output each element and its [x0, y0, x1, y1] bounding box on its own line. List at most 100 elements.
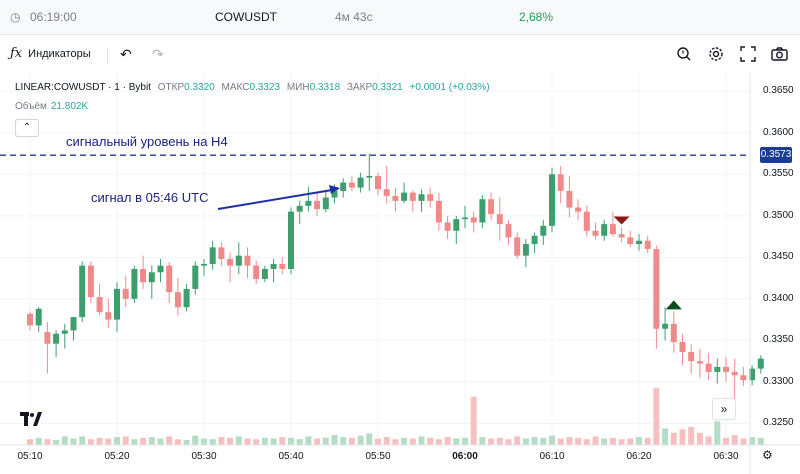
settings-button[interactable] — [708, 46, 724, 62]
candle-body — [731, 371, 738, 376]
volume-bar — [636, 437, 642, 445]
volume-bar — [670, 432, 677, 445]
volume-bar — [522, 438, 529, 445]
candle-body — [670, 323, 677, 343]
volume-bar — [87, 439, 94, 445]
volume-bar — [514, 436, 521, 445]
candle-body — [566, 190, 573, 208]
volume-bar — [44, 439, 51, 445]
undo-icon: ↶ — [120, 46, 132, 62]
toolbar-divider — [107, 48, 108, 64]
candle-body — [201, 263, 207, 266]
candle-body — [375, 175, 381, 190]
volume-bar — [357, 435, 364, 445]
indicators-label: Индикаторы — [28, 47, 91, 60]
candle-body — [383, 189, 390, 196]
candle-body — [105, 312, 112, 320]
quick-search-button[interactable] — [676, 46, 692, 62]
candle-body — [183, 288, 190, 308]
volume-bar — [488, 438, 495, 445]
volume-bar — [592, 436, 599, 445]
candle-body — [87, 265, 94, 298]
volume-bar — [627, 438, 634, 445]
volume-bar — [723, 437, 729, 445]
candle-body — [192, 265, 199, 289]
volume-bar — [166, 436, 173, 445]
scroll-to-realtime-button[interactable]: » — [712, 398, 736, 420]
volume-bars — [27, 388, 764, 445]
volume-bar — [348, 437, 355, 445]
volume-bar — [174, 439, 181, 445]
candle-body — [470, 217, 477, 223]
volume-bar — [192, 435, 199, 445]
candle-body — [53, 333, 60, 344]
volume-bar — [757, 437, 764, 445]
candle-body — [27, 313, 33, 326]
volume-bar — [453, 438, 460, 445]
volume-bar — [288, 437, 294, 445]
volume-bar — [540, 437, 547, 445]
volume-bar — [444, 437, 451, 445]
price-tick-label: 0.3500 — [763, 209, 794, 221]
candle-body — [366, 175, 373, 178]
candle-body — [409, 192, 416, 201]
candle-body — [496, 214, 503, 225]
candle-body — [296, 205, 303, 212]
volume-bar — [662, 428, 669, 445]
price-chart[interactable] — [0, 73, 800, 474]
volume-bar — [79, 436, 86, 445]
signal-level-price-badge: 0.3573 — [760, 147, 792, 164]
fullscreen-button[interactable] — [740, 46, 756, 62]
candle-body — [435, 200, 442, 223]
candle-body — [253, 265, 260, 279]
legend-title: LINEAR:COWUSDT · 1 · Bybit — [15, 82, 151, 93]
signal-arrow-label: сигнал в 05:46 UTC — [91, 190, 209, 205]
candle-body — [696, 361, 703, 364]
candle-body — [453, 219, 460, 231]
candle-body — [218, 247, 225, 259]
indicators-button[interactable]: ƒx Индикаторы — [10, 46, 91, 61]
gear-icon — [709, 47, 723, 61]
candle-body — [540, 225, 547, 236]
axis-settings-button[interactable]: ⚙ — [762, 448, 773, 462]
undo-button[interactable]: ↶ — [120, 46, 132, 63]
price-tick-label: 0.3450 — [763, 251, 794, 263]
screenshot-button[interactable] — [771, 46, 788, 62]
volume-bar — [261, 437, 268, 445]
tradingview-logo[interactable] — [20, 412, 42, 430]
volume-bar — [479, 437, 486, 445]
volume-bar — [114, 437, 120, 445]
candle-body — [235, 255, 242, 266]
candle-body — [749, 368, 756, 381]
legend-close-label: ЗАКР — [346, 82, 373, 93]
chart-legend: LINEAR:COWUSDT · 1 · Bybit ОТКР0.3320 МА… — [15, 82, 490, 93]
volume-bar — [583, 439, 590, 445]
volume-bar — [253, 439, 260, 445]
candle-body — [322, 197, 329, 210]
volume-bar — [314, 438, 321, 445]
volume-bar — [435, 439, 442, 445]
volume-bar — [688, 427, 695, 445]
candle-countdown: 4м 43с — [335, 10, 373, 24]
redo-button[interactable]: ↷ — [152, 46, 164, 63]
volume-bar — [70, 438, 77, 445]
chart-grid — [0, 73, 750, 445]
candle-body — [70, 317, 77, 331]
symbol-name[interactable]: COWUSDT — [215, 10, 277, 24]
volume-bar — [296, 439, 303, 445]
volume-bar — [575, 437, 582, 445]
candle-body — [757, 358, 764, 369]
volume-bar — [183, 439, 190, 445]
collapse-legend-button[interactable]: ⌃ — [15, 119, 39, 137]
candle-body — [61, 330, 68, 334]
candle-body — [244, 255, 251, 266]
candle-body — [279, 263, 286, 269]
candle-body — [601, 224, 608, 236]
candle-body — [609, 224, 616, 235]
signal-level-label: сигнальный уровень на H4 — [66, 134, 228, 149]
volume-bar — [749, 437, 756, 445]
volume-bar — [549, 435, 555, 445]
volume-bar — [531, 437, 538, 445]
candle-body — [418, 194, 425, 201]
time-tick-label: 06:30 — [713, 451, 739, 462]
